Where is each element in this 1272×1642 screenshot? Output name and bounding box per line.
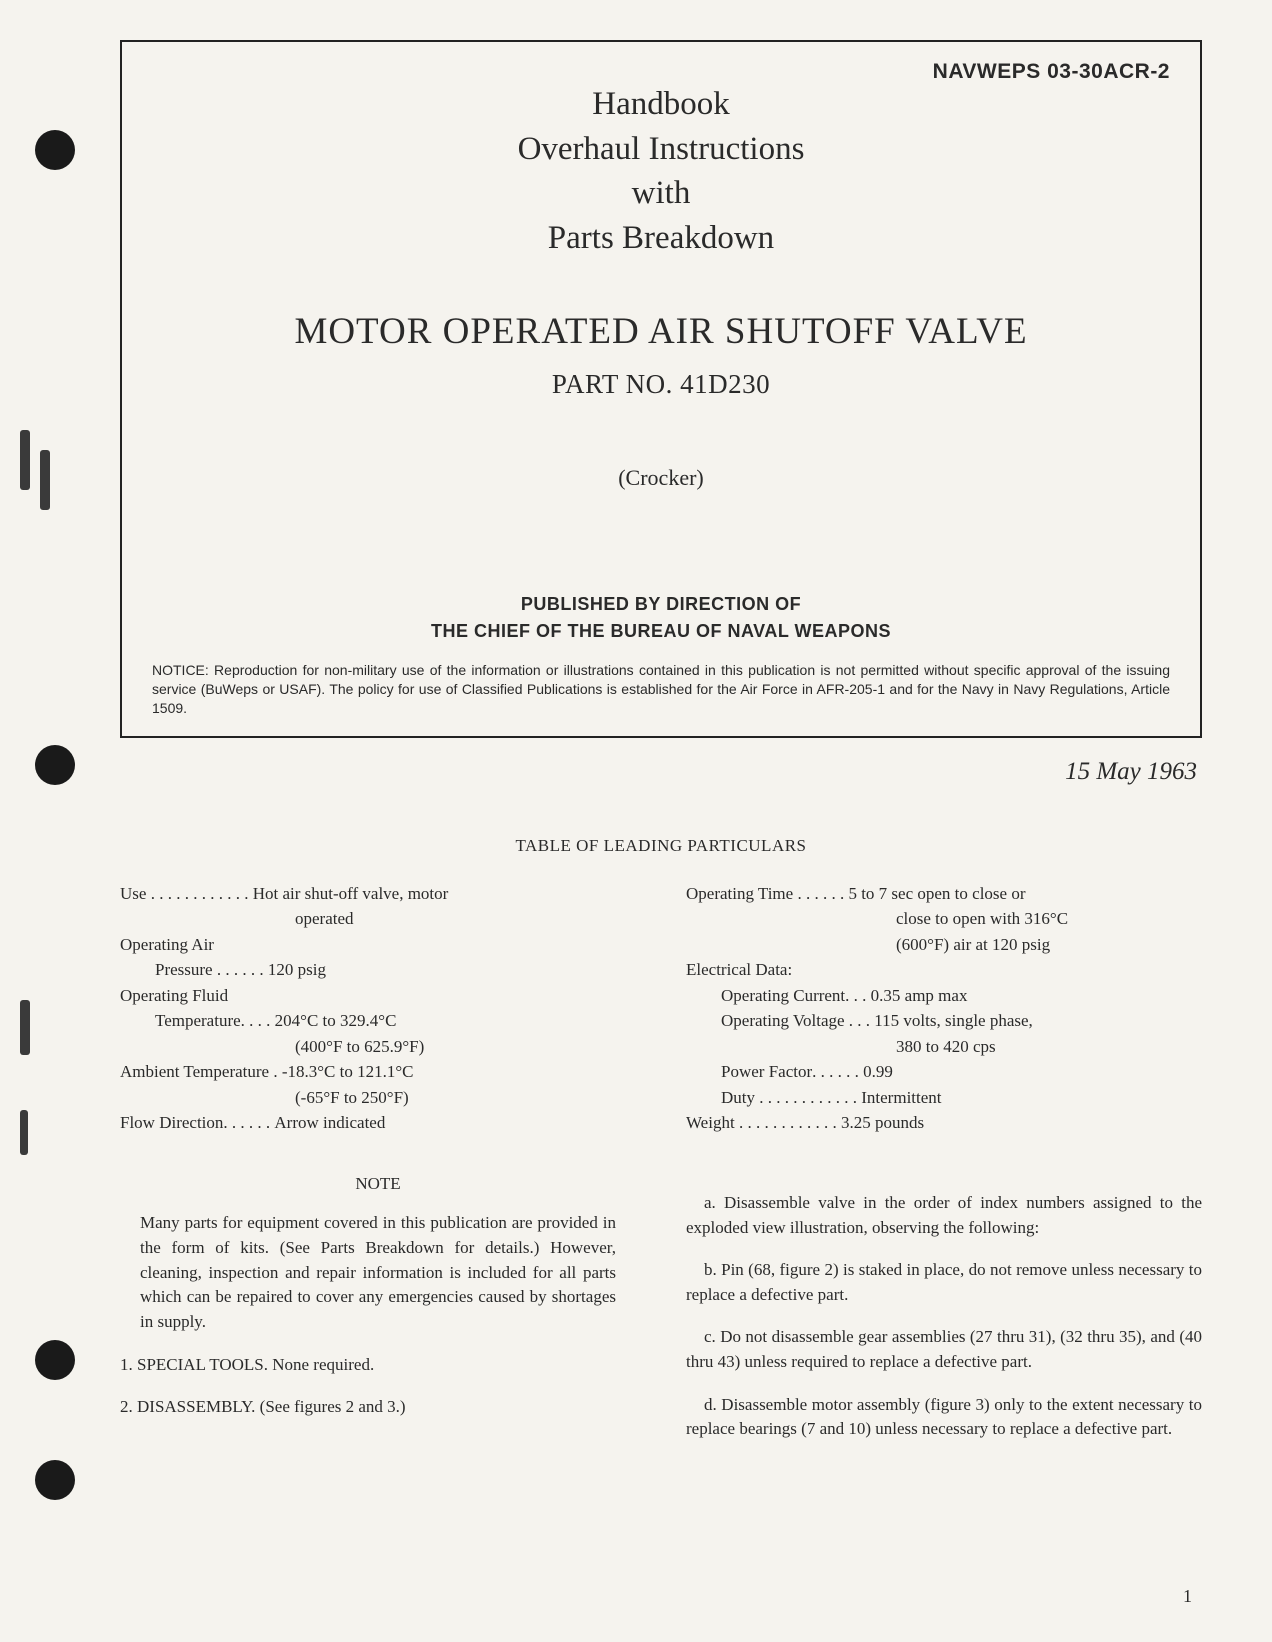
spec-use: Use . . . . . . . . . . . . Hot air shut… bbox=[120, 881, 636, 907]
spec-label: Duty bbox=[721, 1085, 755, 1111]
spec-label: Use bbox=[120, 881, 146, 907]
spec-label: Operating Time bbox=[686, 881, 793, 907]
title-box: NAVWEPS 03-30ACR-2 Handbook Overhaul Ins… bbox=[120, 40, 1202, 738]
page-number: 1 bbox=[1183, 1586, 1192, 1607]
binding-tear bbox=[40, 450, 50, 510]
spec-value-cont: 380 to 420 cps bbox=[686, 1034, 1202, 1060]
spec-electrical-data: Electrical Data: bbox=[686, 957, 1202, 983]
spec-value: Arrow indicated bbox=[274, 1110, 636, 1136]
spec-sublabel: Pressure bbox=[155, 957, 213, 983]
punch-hole bbox=[35, 1460, 75, 1500]
leader-dots: . . . bbox=[845, 983, 871, 1009]
part-number: PART NO. 41D230 bbox=[152, 369, 1170, 400]
spec-operating-fluid-temp: Operating Fluid Temperature . . . . 204°… bbox=[120, 983, 636, 1060]
spec-value: Hot air shut-off valve, motor bbox=[253, 881, 636, 907]
leader-dots: . . . . . . bbox=[793, 881, 848, 907]
leader-dots: . . . . . . . . . . . . bbox=[146, 881, 252, 907]
spec-value: 204°C to 329.4°C bbox=[275, 1008, 636, 1034]
published-by-line: PUBLISHED BY DIRECTION OF bbox=[152, 591, 1170, 618]
leader-dots: . . . . . . bbox=[213, 957, 268, 983]
particulars-columns: Use . . . . . . . . . . . . Hot air shut… bbox=[120, 881, 1202, 1442]
spec-label: Operating Air bbox=[120, 932, 636, 958]
particulars-title: TABLE OF LEADING PARTICULARS bbox=[120, 836, 1202, 856]
handbook-line: with bbox=[152, 171, 1170, 216]
punch-hole bbox=[35, 1340, 75, 1380]
punch-hole bbox=[35, 130, 75, 170]
spec-ambient-temp: Ambient Temperature . -18.3°C to 121.1°C… bbox=[120, 1059, 636, 1110]
spec-weight: Weight . . . . . . . . . . . . 3.25 poun… bbox=[686, 1110, 1202, 1136]
spec-flow-direction: Flow Direction . . . . . . Arrow indicat… bbox=[120, 1110, 636, 1136]
leader-dots: . . . . . . bbox=[812, 1059, 863, 1085]
handbook-line: Handbook bbox=[152, 82, 1170, 127]
disassembly-step-b: b. Pin (68, figure 2) is staked in place… bbox=[686, 1258, 1202, 1307]
procedure-disassembly: 2. DISASSEMBLY. (See figures 2 and 3.) bbox=[120, 1395, 636, 1420]
published-by: PUBLISHED BY DIRECTION OF THE CHIEF OF T… bbox=[152, 591, 1170, 645]
right-column: Operating Time . . . . . . 5 to 7 sec op… bbox=[686, 881, 1202, 1442]
spec-value-cont: operated bbox=[120, 906, 636, 932]
spec-value-cont: close to open with 316°C bbox=[686, 906, 1202, 932]
spec-label: Flow Direction bbox=[120, 1110, 223, 1136]
leader-dots: . . . . . . . . . . . . bbox=[755, 1085, 861, 1111]
spec-value: Intermittent bbox=[861, 1085, 1202, 1111]
leader-dots: . . . . . . bbox=[223, 1110, 274, 1136]
handbook-heading: Handbook Overhaul Instructions with Part… bbox=[152, 82, 1170, 260]
spec-label: Ambient Temperature bbox=[120, 1059, 269, 1085]
publication-date: 15 May 1963 bbox=[120, 758, 1197, 786]
spec-operating-voltage: Operating Voltage . . . 115 volts, singl… bbox=[686, 1008, 1202, 1059]
document-id: NAVWEPS 03-30ACR-2 bbox=[933, 60, 1170, 84]
spec-label: Operating Fluid bbox=[120, 983, 636, 1009]
leader-dots: . . . . bbox=[241, 1008, 275, 1034]
procedure-special-tools: 1. SPECIAL TOOLS. None required. bbox=[120, 1353, 636, 1378]
leader-dots: . bbox=[269, 1059, 282, 1085]
punch-hole bbox=[35, 745, 75, 785]
note-heading: NOTE bbox=[120, 1171, 636, 1197]
spec-value: -18.3°C to 121.1°C bbox=[282, 1059, 636, 1085]
spec-operating-time: Operating Time . . . . . . 5 to 7 sec op… bbox=[686, 881, 1202, 958]
handbook-line: Overhaul Instructions bbox=[152, 127, 1170, 172]
binding-tear bbox=[20, 1110, 28, 1155]
spec-duty: Duty . . . . . . . . . . . . Intermitten… bbox=[686, 1085, 1202, 1111]
spec-value: 120 psig bbox=[268, 957, 636, 983]
spec-value-cont: (600°F) air at 120 psig bbox=[686, 932, 1202, 958]
binding-tear bbox=[20, 1000, 30, 1055]
spec-value-cont: (-65°F to 250°F) bbox=[120, 1085, 636, 1111]
spec-operating-air-pressure: Operating Air Pressure . . . . . . 120 p… bbox=[120, 932, 636, 983]
disassembly-step-a: a. Disassemble valve in the order of ind… bbox=[686, 1191, 1202, 1240]
spec-label: Power Factor bbox=[721, 1059, 812, 1085]
handbook-line: Parts Breakdown bbox=[152, 216, 1170, 261]
reproduction-notice: NOTICE: Reproduction for non-military us… bbox=[152, 661, 1170, 718]
spec-value-cont: (400°F to 625.9°F) bbox=[120, 1034, 636, 1060]
disassembly-step-c: c. Do not disassemble gear assemblies (2… bbox=[686, 1325, 1202, 1374]
manufacturer: (Crocker) bbox=[152, 465, 1170, 491]
binding-tear bbox=[20, 430, 30, 490]
leader-dots: . . . bbox=[845, 1008, 875, 1034]
spec-value: 115 volts, single phase, bbox=[874, 1008, 1202, 1034]
spec-label: Operating Current bbox=[721, 983, 845, 1009]
spec-value: 5 to 7 sec open to close or bbox=[848, 881, 1202, 907]
spec-sublabel: Temperature bbox=[155, 1008, 241, 1034]
spec-label: Weight bbox=[686, 1110, 735, 1136]
left-column: Use . . . . . . . . . . . . Hot air shut… bbox=[120, 881, 636, 1442]
main-title: MOTOR OPERATED AIR SHUTOFF VALVE bbox=[152, 310, 1170, 353]
spec-value: 0.99 bbox=[863, 1059, 1202, 1085]
disassembly-step-d: d. Disassemble motor assembly (figure 3)… bbox=[686, 1393, 1202, 1442]
spec-power-factor: Power Factor . . . . . . 0.99 bbox=[686, 1059, 1202, 1085]
note-body: Many parts for equipment covered in this… bbox=[120, 1211, 636, 1334]
spec-value: 3.25 pounds bbox=[841, 1110, 1202, 1136]
published-by-line: THE CHIEF OF THE BUREAU OF NAVAL WEAPONS bbox=[152, 618, 1170, 645]
spec-label: Operating Voltage bbox=[721, 1008, 845, 1034]
spec-operating-current: Operating Current . . . 0.35 amp max bbox=[686, 983, 1202, 1009]
spec-value: 0.35 amp max bbox=[871, 983, 1202, 1009]
leader-dots: . . . . . . . . . . . . bbox=[735, 1110, 841, 1136]
